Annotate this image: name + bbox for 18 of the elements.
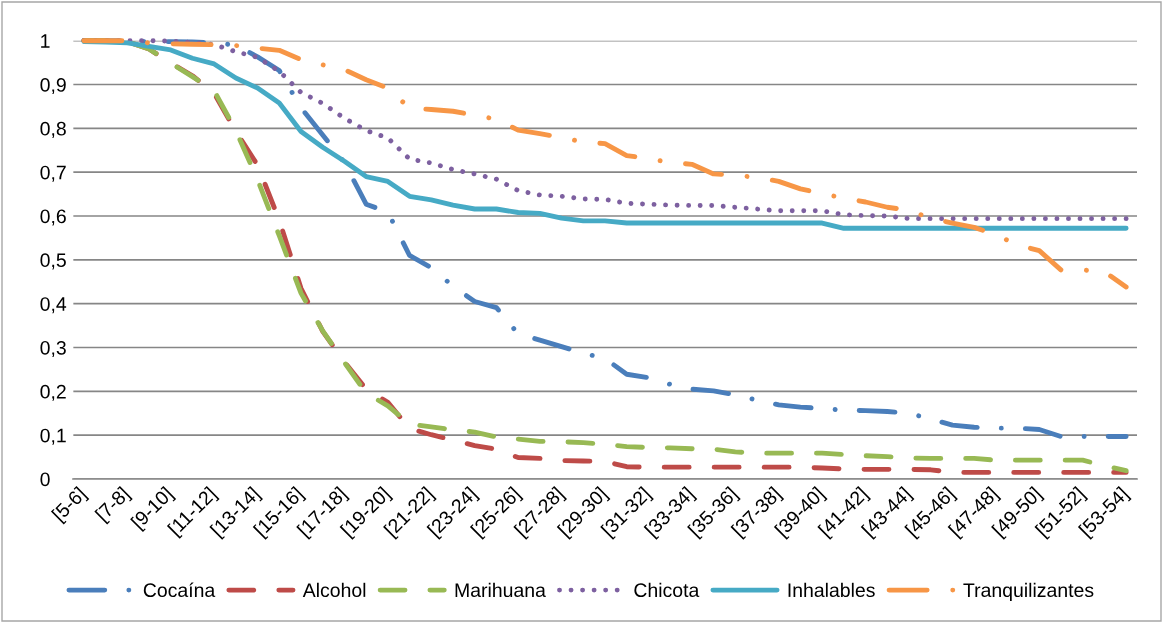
y-tick-label: 0,8 <box>40 121 66 138</box>
y-tick-label: 0,5 <box>40 253 66 270</box>
legend-label: Cocaína <box>143 582 216 598</box>
legend-label: Marihuana <box>455 582 546 598</box>
y-tick-label: 0 <box>40 472 50 487</box>
y-tick-label: 0,4 <box>40 297 67 314</box>
legend-label: Alcohol <box>302 582 366 598</box>
y-tick-label: 0,3 <box>40 340 66 358</box>
y-tick-label: 0,6 <box>40 209 66 226</box>
legend-label: Inhalables <box>788 582 875 598</box>
y-tick-label: 0,2 <box>40 384 66 401</box>
y-tick-label: 0,1 <box>40 428 66 445</box>
y-tick-label: 1 <box>41 34 50 48</box>
legend-label: Tranquilizantes <box>963 582 1094 601</box>
y-tick-label: 0,7 <box>40 165 66 182</box>
y-tick-label: 0,9 <box>40 78 66 95</box>
line-series <box>81 38 1129 290</box>
legend-label: Chicota <box>634 582 700 598</box>
